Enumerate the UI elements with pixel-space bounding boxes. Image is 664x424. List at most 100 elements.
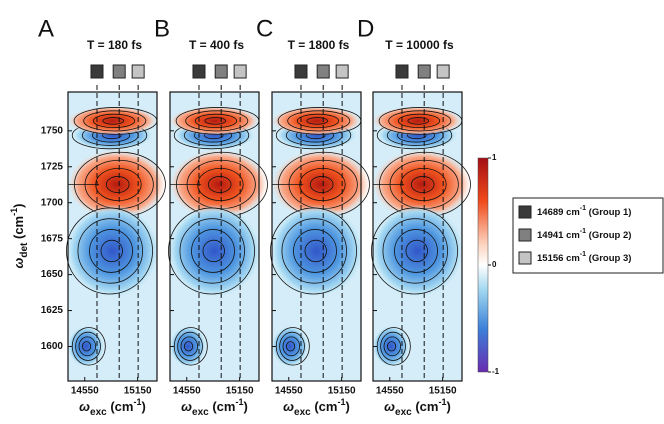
contour-fill [373, 326, 409, 367]
label-unit: (cm [212, 399, 235, 414]
contour-line [376, 327, 411, 366]
legend-label: 14941 cm-1 (Group 2) [537, 228, 631, 241]
label-unit: (cm [314, 399, 337, 414]
label-sup: -1 [235, 397, 243, 407]
contour-fill [270, 204, 363, 298]
legend-name: (Group 3) [589, 253, 632, 264]
group-marker [214, 64, 228, 79]
axis-label: ωexc (cm-1) [79, 397, 146, 417]
x-tick-label: 14550 [71, 386, 99, 397]
y-tick-label: 1725 [41, 161, 64, 172]
panel-letter: B [154, 15, 170, 42]
x-tick-label: 15150 [429, 386, 457, 397]
label-sub: exc [90, 407, 107, 418]
contour-fill [68, 106, 157, 136]
y-tick-label: 1650 [41, 269, 64, 280]
contour-line [380, 331, 406, 361]
contour-line [382, 218, 448, 284]
legend-unit: cm [566, 253, 580, 264]
legend-name: (Group 2) [589, 230, 632, 241]
label-symbol: ω [79, 399, 90, 414]
legend-value: 15156 [537, 253, 563, 264]
contour-line [173, 327, 208, 366]
axis-label: ωdet (cm-1) [9, 204, 29, 269]
contour-line [168, 207, 255, 295]
contour-line [397, 113, 441, 129]
group-marker [294, 64, 308, 79]
contour-line [78, 336, 96, 357]
group-marker [233, 64, 247, 79]
group-marker [90, 64, 104, 79]
y-tick-label: 1750 [41, 125, 64, 136]
contour-fill [170, 326, 206, 367]
x-tick-label: 15150 [226, 386, 254, 397]
group-marker [335, 64, 349, 79]
contour-line [387, 341, 397, 352]
group-marker [417, 64, 431, 79]
panel-letter: A [38, 15, 54, 42]
contour-line [75, 331, 101, 361]
label-close: ) [11, 204, 26, 208]
contour-line [279, 331, 305, 361]
contour-line [66, 207, 153, 295]
contour-line [100, 239, 123, 263]
label-unit: (cm [11, 216, 26, 239]
contour-line [77, 218, 143, 284]
legend-sup: -1 [580, 228, 586, 235]
contour-line [194, 113, 238, 129]
label-sup: -1 [9, 208, 19, 216]
label-sup: -1 [438, 397, 446, 407]
label-symbol: ω [384, 399, 395, 414]
contour-line [202, 239, 225, 263]
label-unit: (cm [415, 399, 438, 414]
y-tick-label: 1600 [41, 341, 64, 352]
label-symbol: ω [181, 399, 192, 414]
contour-fill [68, 326, 104, 367]
contour-line [105, 176, 130, 193]
chart-title: T = 400 fs [189, 38, 244, 52]
label-symbol: ω [11, 257, 26, 268]
contour-line [180, 336, 198, 357]
contour-line [309, 176, 334, 193]
contour-fill [373, 106, 462, 136]
label-sub: exc [395, 407, 412, 418]
plot-frame [169, 91, 260, 382]
contour-line [287, 110, 351, 132]
contour-line [71, 327, 106, 366]
contour-line [184, 341, 194, 352]
group-marker [395, 64, 409, 79]
label-sub: exc [294, 407, 311, 418]
axis-label: ωexc (cm-1) [181, 397, 248, 417]
contour-fill [373, 149, 471, 220]
contour-line [270, 207, 357, 295]
legend-unit: cm [566, 230, 580, 241]
legend-box [512, 197, 664, 274]
legend-label: 14689 cm-1 (Group 1) [537, 205, 631, 218]
legend-value: 14941 [537, 230, 564, 241]
label-close: ) [345, 399, 349, 414]
panel-letter: C [256, 15, 273, 42]
group-marker [192, 64, 206, 79]
contour-fill [68, 149, 166, 220]
legend-unit: cm [566, 207, 580, 218]
label-sup: -1 [133, 397, 141, 407]
plot-frame [67, 91, 158, 382]
plot-frame [372, 91, 463, 382]
contour-line [82, 341, 92, 352]
contour-fill [168, 204, 261, 298]
chart-title: T = 1800 fs [288, 38, 350, 52]
contour-fill [170, 106, 259, 136]
contour-line [383, 336, 401, 357]
label-sub: exc [192, 407, 209, 418]
contour-line [286, 341, 296, 352]
x-tick-label: 14550 [275, 386, 303, 397]
contour-line [304, 239, 327, 263]
label-close: ) [243, 399, 247, 414]
contour-line [92, 113, 136, 129]
legend-sup: -1 [580, 251, 586, 258]
label-sup: -1 [337, 397, 345, 407]
contour-line [191, 229, 235, 273]
chart-title: T = 180 fs [87, 38, 142, 52]
contour-line [296, 113, 340, 129]
contour-line [410, 176, 435, 193]
